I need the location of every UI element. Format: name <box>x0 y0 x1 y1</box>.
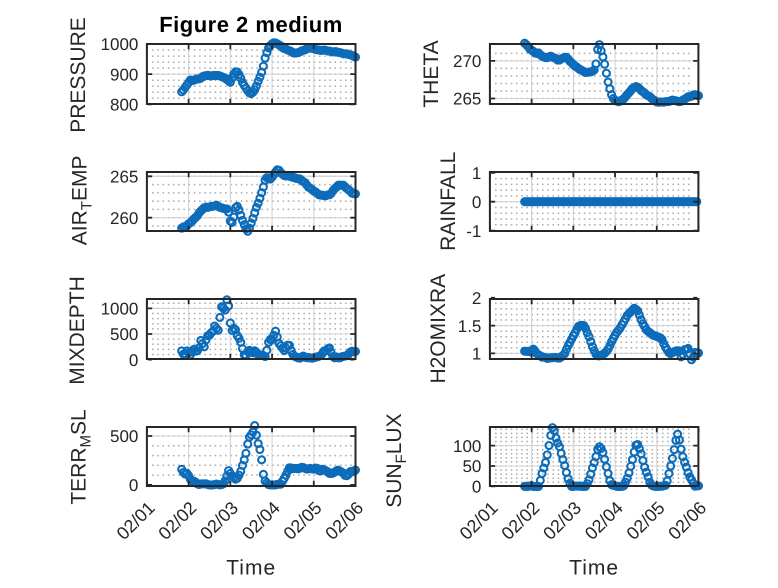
svg-text:265: 265 <box>453 90 481 109</box>
svg-text:50: 50 <box>462 457 481 476</box>
svg-text:-1: -1 <box>466 222 481 241</box>
svg-text:1.5: 1.5 <box>458 317 482 336</box>
svg-text:Figure 2 medium: Figure 2 medium <box>159 12 343 37</box>
svg-text:SUNFLUX: SUNFLUX <box>383 413 410 507</box>
svg-text:500: 500 <box>110 325 138 344</box>
svg-text:MIXDEPTH: MIXDEPTH <box>66 276 89 385</box>
svg-text:265: 265 <box>110 168 138 187</box>
svg-text:0: 0 <box>472 478 481 497</box>
svg-text:Time: Time <box>569 557 619 580</box>
svg-text:H2OMIXRA: H2OMIXRA <box>427 274 450 384</box>
svg-text:100: 100 <box>453 437 481 456</box>
svg-text:2: 2 <box>472 289 481 308</box>
svg-text:1: 1 <box>472 164 481 183</box>
svg-text:1000: 1000 <box>101 35 139 54</box>
svg-text:1000: 1000 <box>101 300 139 319</box>
svg-text:800: 800 <box>110 96 138 115</box>
svg-text:AIRTEMP: AIRTEMP <box>69 156 96 246</box>
svg-text:THETA: THETA <box>420 40 443 107</box>
svg-text:900: 900 <box>110 65 138 84</box>
svg-text:Time: Time <box>226 557 276 580</box>
svg-text:TERRMSL: TERRMSL <box>68 409 95 504</box>
svg-text:260: 260 <box>110 209 138 228</box>
svg-text:270: 270 <box>453 52 481 71</box>
svg-text:0: 0 <box>129 476 138 495</box>
svg-text:0: 0 <box>129 351 138 370</box>
svg-text:1: 1 <box>472 345 481 364</box>
svg-text:0: 0 <box>472 193 481 212</box>
svg-text:PRESSURE: PRESSURE <box>67 17 90 133</box>
svg-text:RAINFALL: RAINFALL <box>437 152 460 251</box>
svg-text:500: 500 <box>110 427 138 446</box>
